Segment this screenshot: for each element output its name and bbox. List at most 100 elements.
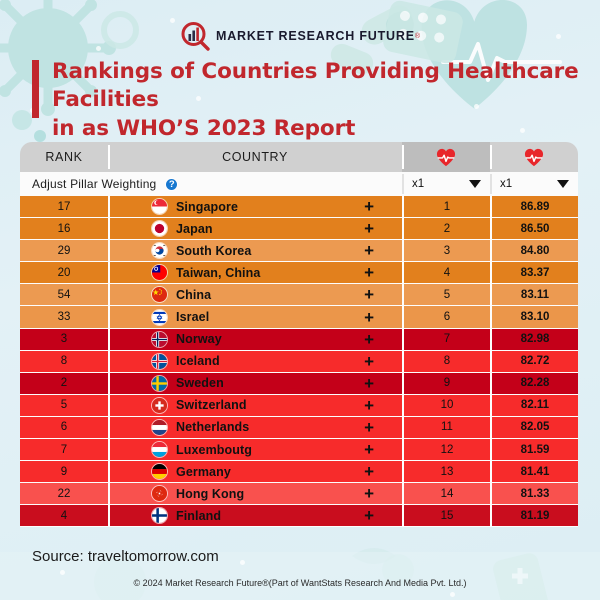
plus-icon[interactable]: + — [364, 373, 374, 393]
israel-flag — [152, 309, 167, 325]
plus-icon[interactable]: + — [364, 462, 374, 482]
table-row[interactable]: 6 Netherlands +11 82.05 — [20, 416, 578, 440]
heart-pulse-icon — [436, 148, 456, 166]
cell-health-rank: 1 — [402, 196, 490, 218]
plus-icon[interactable]: + — [364, 285, 374, 305]
cell-rank: 16 — [57, 222, 71, 235]
country-name: Norway — [176, 332, 222, 347]
plus-icon[interactable]: + — [364, 241, 374, 261]
magnifier-bar-chart-icon — [180, 21, 210, 51]
table-row[interactable]: 8 Iceland +8 82.72 — [20, 350, 578, 373]
china-flag — [152, 287, 167, 303]
plus-icon[interactable]: + — [364, 219, 374, 239]
plus-icon[interactable]: + — [364, 395, 374, 415]
adjust-pillar-weighting-label-group: Adjust Pillar Weighting ? — [20, 172, 402, 196]
table-row[interactable]: 17 Singapore +1 86.89 — [20, 196, 578, 219]
weight-value-1: x1 — [412, 178, 425, 190]
plus-icon[interactable]: + — [364, 263, 374, 283]
weight-selector-2[interactable]: x1 — [490, 172, 578, 196]
cell-health-score: 83.37 — [490, 262, 578, 284]
table-row[interactable]: 5 Switzerland +10 82.11 — [20, 394, 578, 417]
cell-rank: 22 — [57, 487, 71, 500]
country-name: Hong Kong — [176, 486, 245, 501]
germany-flag — [152, 464, 167, 480]
column-header-rank: RANK — [45, 150, 83, 164]
table-row[interactable]: 7 Luxemboutg +12 81.59 — [20, 439, 578, 462]
cell-health-rank: 13 — [402, 461, 490, 483]
cell-health-score: 83.10 — [490, 306, 578, 328]
plus-icon[interactable]: + — [364, 440, 374, 460]
table-row[interactable]: 54 China +5 83.11 — [20, 284, 578, 307]
cell-country: Iceland + — [108, 350, 402, 372]
taiwan-flag — [152, 265, 167, 281]
cell-health-rank: 10 — [402, 394, 490, 416]
cell-health-score: 83.11 — [490, 284, 578, 306]
country-name: Singapore — [176, 199, 239, 214]
cell-health-rank: 7 — [402, 328, 490, 350]
cell-country: Sweden + — [108, 372, 402, 394]
cell-rank: 6 — [60, 421, 68, 434]
country-name: Japan — [176, 221, 213, 236]
cell-health-score: 82.28 — [490, 372, 578, 394]
plus-icon[interactable]: + — [364, 307, 374, 327]
cell-health-score: 82.98 — [490, 328, 578, 350]
cell-health-rank: 12 — [402, 439, 490, 461]
plus-icon[interactable]: + — [364, 506, 374, 526]
switzerland-flag — [152, 397, 167, 413]
cell-country: South Korea + — [108, 240, 402, 262]
country-name: Netherlands — [176, 420, 250, 435]
cell-rank: 8 — [60, 355, 68, 368]
table-row[interactable]: 2 Sweden +9 82.28 — [20, 372, 578, 395]
cell-country: Taiwan, China + — [108, 262, 402, 284]
cell-health-rank: 14 — [402, 483, 490, 505]
country-name: Israel — [176, 310, 210, 325]
chevron-down-icon[interactable] — [557, 180, 569, 188]
plus-icon[interactable]: + — [364, 484, 374, 504]
cell-health-score: 81.19 — [490, 505, 578, 527]
weight-value-2: x1 — [500, 178, 513, 190]
country-name: Sweden — [176, 376, 224, 391]
table-row[interactable]: 3 Norway +7 82.98 — [20, 328, 578, 351]
cell-health-rank: 15 — [402, 505, 490, 527]
cell-health-score: 81.59 — [490, 439, 578, 461]
plus-icon[interactable]: + — [364, 417, 374, 437]
question-mark-help-icon[interactable]: ? — [165, 177, 179, 191]
cell-health-score: 81.33 — [490, 483, 578, 505]
sweden-flag — [152, 375, 167, 391]
table-row[interactable]: 9 Germany +13 81.41 — [20, 461, 578, 484]
cell-rank: 2 — [60, 377, 68, 390]
cell-health-rank: 2 — [402, 218, 490, 240]
page-title: Rankings of Countries Providing Healthca… — [32, 58, 580, 143]
cell-country: Germany + — [108, 461, 402, 483]
hong-kong-flag — [152, 486, 167, 502]
cell-rank: 7 — [60, 443, 68, 456]
plus-icon[interactable]: + — [364, 197, 374, 217]
country-name: Luxemboutg — [176, 442, 252, 457]
cell-country: Hong Kong + — [108, 483, 402, 505]
weight-selector-1[interactable]: x1 — [402, 172, 490, 196]
table-row[interactable]: 4 Finland +15 81.19 — [20, 505, 578, 528]
south-korea-flag — [152, 243, 167, 259]
norway-flag — [152, 331, 167, 347]
plus-icon[interactable]: + — [364, 329, 374, 349]
cell-country: Switzerland + — [108, 394, 402, 416]
country-name: South Korea — [176, 243, 252, 258]
cell-country: Luxemboutg + — [108, 439, 402, 461]
cell-country: Norway + — [108, 328, 402, 350]
table-row[interactable]: 33 Israel +6 83.10 — [20, 306, 578, 329]
table-row[interactable]: 22 Hong Kong +14 81.33 — [20, 483, 578, 506]
table-row[interactable]: 20 Taiwan, China +4 83.37 — [20, 262, 578, 285]
table-row[interactable]: 29 South Korea +3 84.80 — [20, 240, 578, 263]
singapore-flag — [152, 199, 167, 215]
adjust-pillar-weighting-label: Adjust Pillar Weighting — [32, 177, 157, 191]
plus-icon[interactable]: + — [364, 351, 374, 371]
column-header-metric-2 — [490, 142, 578, 172]
cell-country: Finland + — [108, 505, 402, 527]
finland-flag — [152, 508, 167, 524]
registered-mark: ® — [414, 32, 421, 40]
cell-health-score: 82.72 — [490, 350, 578, 372]
cell-health-rank: 4 — [402, 262, 490, 284]
chevron-down-icon[interactable] — [469, 180, 481, 188]
table-row[interactable]: 16 Japan +2 86.50 — [20, 218, 578, 241]
